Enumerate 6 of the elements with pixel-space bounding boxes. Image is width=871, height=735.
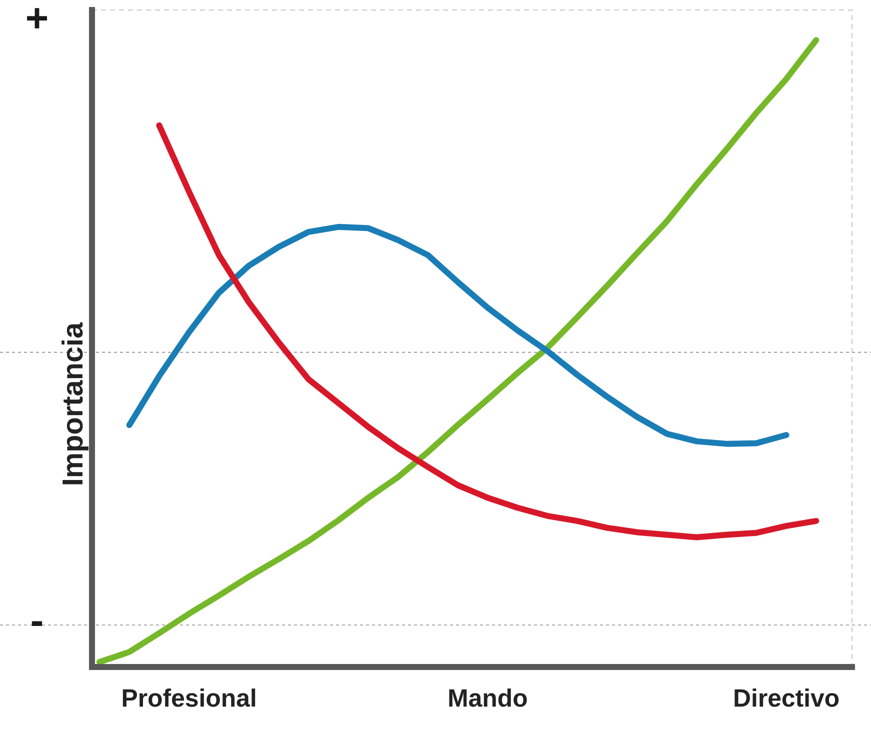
x-tick-label: Mando: [449, 688, 527, 707]
x-tick-label: Directivo: [734, 688, 839, 707]
y-axis-title: Importancia: [62, 322, 88, 484]
text: -: [32, 621, 42, 626]
text: +: [27, 8, 48, 28]
x-tick-label: Profesional: [122, 688, 256, 707]
